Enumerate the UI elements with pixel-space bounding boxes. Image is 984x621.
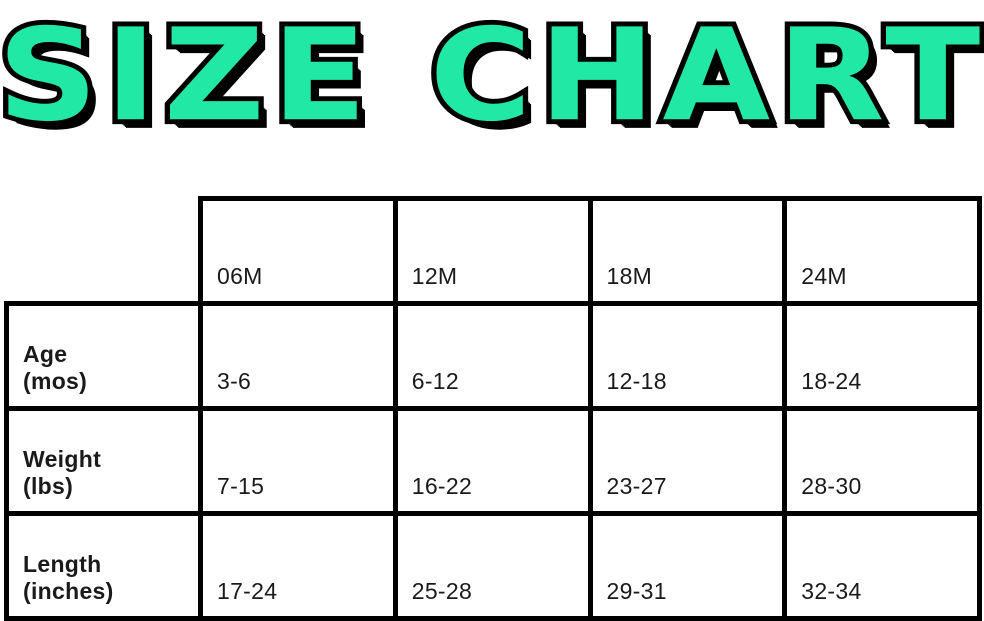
size-chart-table: 06M 12M 18M 24M Age (mos) 3-6 6-12 12-18… <box>4 196 982 621</box>
row-label-length-unit: (inches) <box>23 577 114 604</box>
cell-weight-18m: 23-27 <box>587 406 788 516</box>
column-header-12m: 12M <box>392 196 593 306</box>
row-label-weight-unit: (lbs) <box>23 472 74 499</box>
cell-length-18m: 29-31 <box>587 511 788 621</box>
row-label-age: Age (mos) <box>4 301 203 411</box>
page-title: SIZE CHART <box>0 0 984 150</box>
cell-age-24m: 18-24 <box>782 301 982 411</box>
row-label-length-name: Length <box>23 550 102 577</box>
size-chart-table-container: 06M 12M 18M 24M Age (mos) 3-6 6-12 12-18… <box>4 196 982 621</box>
table-header-row: 06M 12M 18M 24M <box>7 196 982 306</box>
row-label-weight: Weight (lbs) <box>4 406 203 516</box>
row-label-age-name: Age <box>23 340 68 367</box>
row-label-weight-name: Weight <box>23 445 102 472</box>
column-header-18m: 18M <box>587 196 788 306</box>
cell-weight-24m: 28-30 <box>782 406 982 516</box>
cell-length-06m: 17-24 <box>198 511 398 621</box>
cell-weight-12m: 16-22 <box>392 406 593 516</box>
page-title-banner: SIZE CHART <box>0 0 984 150</box>
row-label-length: Length (inches) <box>4 511 203 621</box>
cell-age-18m: 12-18 <box>587 301 788 411</box>
cell-length-24m: 32-34 <box>782 511 982 621</box>
cell-age-12m: 6-12 <box>392 301 593 411</box>
row-label-age-unit: (mos) <box>23 367 88 394</box>
table-row: Weight (lbs) 7-15 16-22 23-27 28-30 <box>4 406 982 516</box>
cell-length-12m: 25-28 <box>392 511 593 621</box>
table-row: Age (mos) 3-6 6-12 12-18 18-24 <box>4 301 982 411</box>
column-header-24m: 24M <box>782 196 982 306</box>
cell-weight-06m: 7-15 <box>198 406 398 516</box>
table-corner-cell <box>7 199 201 304</box>
cell-age-06m: 3-6 <box>198 301 398 411</box>
column-header-06m: 06M <box>198 196 398 306</box>
table-row: Length (inches) 17-24 25-28 29-31 32-34 <box>4 511 982 621</box>
